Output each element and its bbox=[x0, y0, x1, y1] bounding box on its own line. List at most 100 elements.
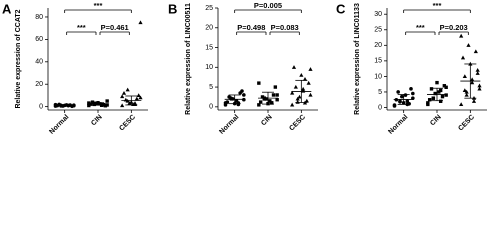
data-point bbox=[473, 49, 478, 54]
data-point bbox=[405, 99, 410, 104]
annotation: P=0.498 bbox=[237, 23, 265, 32]
data-point bbox=[462, 74, 467, 79]
x-tick-label: CIN bbox=[429, 114, 442, 127]
x-tick-label: CESC bbox=[457, 114, 476, 133]
data-point bbox=[120, 94, 125, 99]
data-point bbox=[87, 103, 91, 108]
annotation: P=0.005 bbox=[254, 1, 282, 10]
data-point bbox=[125, 87, 130, 92]
y-axis-label: Relative expression of LINC00511 bbox=[185, 3, 192, 115]
x-tick-label: Normal bbox=[218, 114, 240, 136]
y-tick-label: 25 bbox=[374, 27, 382, 34]
data-point bbox=[291, 65, 297, 69]
data-point bbox=[409, 87, 413, 91]
data-point bbox=[459, 102, 464, 107]
data-point bbox=[471, 99, 477, 103]
y-tick-label: 15 bbox=[205, 44, 213, 51]
data-point bbox=[264, 97, 268, 101]
annotation: P=0.203 bbox=[440, 23, 468, 32]
data-point bbox=[92, 102, 97, 107]
data-point bbox=[475, 71, 480, 75]
y-axis-label: Relative expression of CCAT2 bbox=[15, 9, 22, 108]
data-point bbox=[103, 104, 108, 108]
data-point bbox=[90, 100, 95, 104]
data-point bbox=[442, 84, 447, 88]
data-point bbox=[466, 43, 471, 47]
data-point bbox=[400, 94, 404, 99]
y-tick-label: 80 bbox=[35, 14, 43, 21]
data-point bbox=[238, 91, 242, 95]
data-point bbox=[427, 98, 432, 102]
y-tick-label: 15 bbox=[374, 58, 382, 65]
data-point bbox=[293, 84, 298, 89]
y-tick-label: 30 bbox=[374, 11, 382, 18]
data-point bbox=[429, 87, 434, 91]
data-point bbox=[297, 94, 302, 99]
x-tick-label: Normal bbox=[387, 114, 409, 136]
data-point bbox=[403, 93, 408, 97]
data-point bbox=[470, 77, 475, 82]
panel-letter: C bbox=[336, 1, 346, 16]
x-tick-label: CIN bbox=[90, 114, 103, 127]
data-point bbox=[299, 73, 304, 77]
data-point bbox=[290, 90, 295, 95]
x-tick-label: CESC bbox=[118, 114, 137, 133]
data-point bbox=[275, 93, 279, 97]
data-point bbox=[438, 88, 443, 93]
data-point bbox=[234, 99, 239, 103]
data-point bbox=[435, 80, 439, 85]
y-tick-label: 0 bbox=[39, 103, 43, 110]
data-point bbox=[426, 101, 430, 105]
data-point bbox=[396, 90, 400, 94]
data-point bbox=[301, 86, 306, 91]
data-point bbox=[433, 91, 437, 96]
data-point bbox=[242, 93, 246, 97]
y-tick-label: 40 bbox=[35, 59, 43, 66]
y-tick-label: 60 bbox=[35, 36, 43, 43]
data-point bbox=[304, 98, 309, 103]
data-point bbox=[477, 86, 482, 91]
y-tick-label: 20 bbox=[35, 81, 43, 88]
data-point bbox=[440, 94, 445, 99]
data-point bbox=[464, 92, 469, 97]
data-point bbox=[258, 100, 263, 104]
y-tick-label: 5 bbox=[209, 84, 213, 91]
annotation: *** bbox=[94, 1, 103, 10]
data-point bbox=[257, 103, 261, 107]
annotation: P=0.083 bbox=[271, 23, 299, 32]
x-tick-label: CESC bbox=[288, 114, 307, 133]
data-point bbox=[87, 101, 91, 105]
data-point bbox=[411, 91, 415, 96]
y-tick-label: 0 bbox=[378, 104, 382, 111]
panel-letter: B bbox=[168, 1, 177, 16]
data-point bbox=[127, 101, 132, 105]
y-tick-label: 10 bbox=[205, 64, 213, 71]
data-point bbox=[398, 100, 402, 104]
data-point bbox=[275, 98, 279, 102]
y-tick-label: 20 bbox=[205, 25, 213, 32]
data-point bbox=[138, 95, 143, 100]
data-point bbox=[136, 93, 141, 98]
data-point bbox=[392, 103, 397, 107]
y-tick-label: 5 bbox=[378, 89, 382, 96]
data-point bbox=[94, 101, 98, 106]
data-point bbox=[444, 93, 448, 97]
data-point bbox=[437, 90, 441, 94]
data-point bbox=[268, 99, 272, 103]
data-point bbox=[223, 101, 228, 105]
data-point bbox=[470, 80, 475, 85]
data-point bbox=[271, 93, 276, 97]
annotation: *** bbox=[77, 23, 86, 32]
data-point bbox=[53, 102, 58, 107]
data-point bbox=[236, 102, 241, 107]
y-axis-label: Relative expression of LINC01133 bbox=[354, 3, 361, 115]
data-point bbox=[121, 90, 127, 95]
data-point bbox=[260, 95, 265, 99]
data-point bbox=[290, 102, 295, 107]
data-point bbox=[120, 103, 125, 108]
data-point bbox=[460, 55, 466, 60]
data-point bbox=[459, 33, 464, 38]
data-point bbox=[306, 80, 311, 85]
data-point bbox=[257, 81, 261, 85]
